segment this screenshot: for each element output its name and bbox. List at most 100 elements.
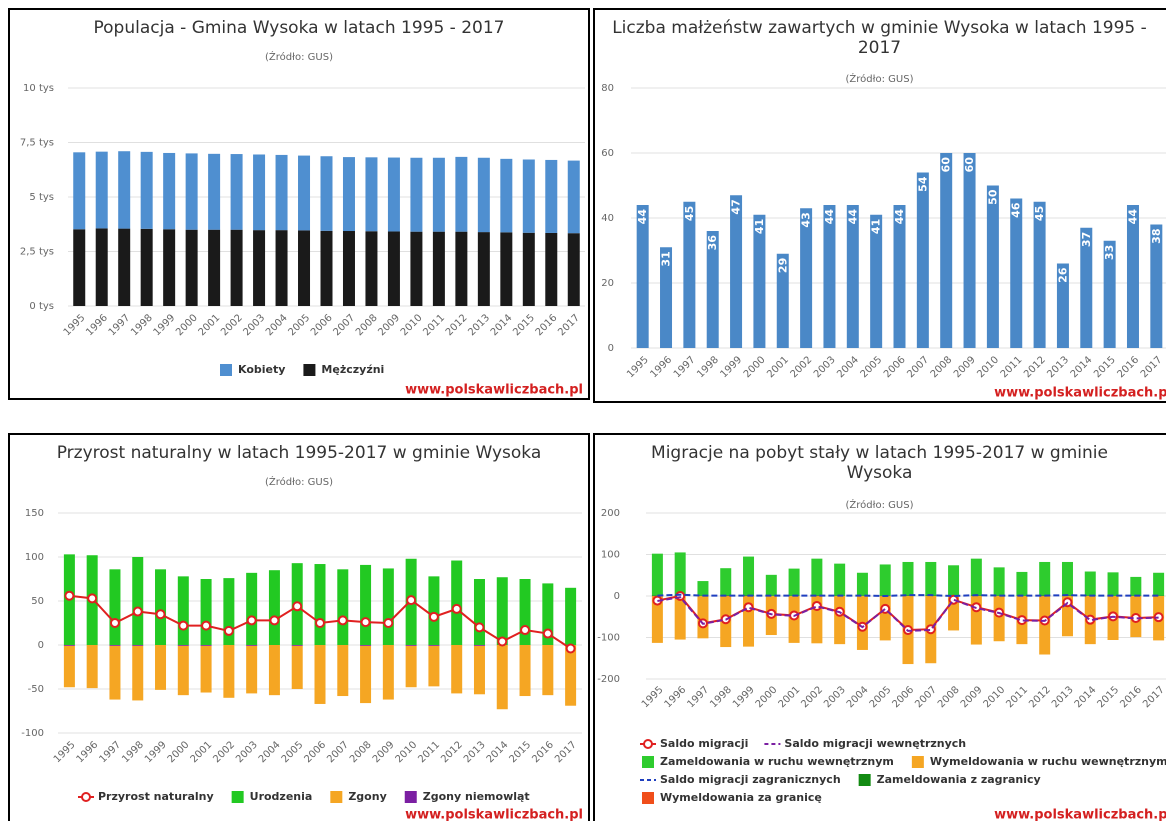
bar	[986, 185, 999, 348]
bar-segment	[63, 645, 75, 646]
data-label: 45	[683, 206, 696, 221]
x-tick-label: 2017	[1139, 354, 1165, 380]
bar-segment	[320, 156, 333, 231]
bar-segment	[253, 154, 266, 231]
bar-segment	[879, 564, 891, 596]
x-tick-label: 2011	[999, 354, 1025, 380]
legend-symbol	[643, 739, 653, 749]
bar-segment	[246, 645, 258, 646]
line-marker	[132, 606, 143, 617]
bar-segment	[118, 151, 131, 229]
bar	[730, 195, 743, 348]
x-tick-label: 2004	[257, 739, 283, 765]
x-tick-label: 2000	[742, 354, 768, 380]
x-tick-label: 1999	[152, 312, 178, 338]
x-tick-label: 2003	[234, 739, 260, 765]
x-tick-label: 1997	[685, 684, 711, 710]
bar-segment	[298, 230, 311, 306]
x-tick-label: 2002	[211, 739, 237, 765]
x-tick-label: 2006	[309, 312, 335, 338]
bar-segment	[970, 596, 982, 645]
bar-segment	[856, 572, 868, 596]
bar-segment	[788, 568, 800, 596]
x-tick-label: 2013	[1050, 684, 1076, 710]
legend-symbol	[330, 791, 343, 803]
bar-segment	[567, 160, 580, 234]
line-marker	[178, 620, 189, 631]
x-tick-label: 1996	[663, 684, 689, 710]
bar-segment	[291, 645, 303, 689]
x-tick-label: 2016	[534, 312, 560, 338]
panel	[593, 433, 1166, 821]
bar-segment	[565, 645, 577, 706]
data-label: 54	[916, 176, 929, 192]
x-tick-label: 2004	[845, 684, 871, 710]
x-tick-label: 2017	[1141, 684, 1166, 710]
bar-segment	[132, 557, 144, 645]
bar-segment	[743, 556, 755, 596]
x-tick-label: 1997	[107, 312, 133, 338]
y-tick-label: -50	[28, 684, 44, 695]
line-marker	[109, 618, 120, 628]
x-tick-label: 2005	[280, 739, 306, 765]
data-label: 44	[893, 209, 906, 225]
x-tick-label: 2006	[882, 354, 908, 380]
bar-segment	[155, 569, 167, 645]
line-marker	[406, 595, 417, 606]
bar-segment	[674, 596, 686, 640]
panel	[8, 433, 590, 821]
x-tick-label: 2008	[929, 354, 955, 380]
legend-symbol	[642, 756, 654, 768]
bar-segment	[275, 230, 288, 306]
bar-segment	[298, 155, 311, 231]
line-marker	[565, 643, 576, 654]
x-tick-label: 2014	[1069, 354, 1095, 380]
x-tick-label: 2008	[354, 312, 380, 338]
bar	[1056, 263, 1069, 348]
bar-segment	[500, 158, 513, 233]
data-label: 50	[986, 189, 999, 205]
x-tick-label: 2002	[799, 684, 825, 710]
x-tick-label: 1999	[143, 739, 169, 765]
x-tick-label: 2001	[765, 354, 791, 380]
x-tick-label: 2012	[439, 739, 465, 765]
x-tick-label: 2001	[777, 684, 803, 710]
bar-segment	[1107, 572, 1119, 596]
bar-segment	[477, 232, 490, 306]
data-label: 45	[1033, 206, 1046, 221]
line-marker	[497, 636, 508, 647]
chart-subtitle: (Źródło: GUS)	[845, 74, 914, 85]
x-tick-label: 2009	[952, 354, 978, 380]
bar	[800, 208, 813, 348]
line-marker	[246, 615, 257, 626]
bar-segment	[428, 645, 440, 687]
bar-segment	[428, 576, 440, 645]
line	[657, 593, 1159, 598]
x-tick-label: 1999	[731, 684, 757, 710]
bar-segment	[432, 231, 445, 306]
bar	[870, 214, 883, 348]
chart-subtitle: (Źródło: GUS)	[265, 477, 333, 488]
y-tick-label: 0 tys	[29, 301, 54, 312]
bar	[916, 172, 929, 348]
bar	[1033, 201, 1046, 348]
bar-segment	[95, 151, 108, 229]
bar-segment	[496, 577, 508, 645]
bar-segment	[948, 596, 960, 631]
x-tick-label: 1996	[648, 354, 674, 380]
legend-label: Saldo migracji wewnętrznych	[784, 737, 966, 750]
bar-segment	[200, 579, 212, 645]
bar-segment	[360, 645, 372, 646]
bar-segment	[223, 578, 235, 645]
legend-label: Kobiety	[238, 363, 285, 376]
y-tick-label: 50	[31, 596, 44, 607]
data-label: 43	[800, 212, 813, 227]
bar	[893, 205, 906, 348]
x-tick-label: 1998	[120, 739, 146, 765]
bar-segment	[177, 645, 189, 646]
bar-segment	[140, 228, 153, 306]
bar-segment	[177, 645, 189, 696]
x-tick-label: 2002	[219, 312, 245, 338]
y-tick-label: 40	[601, 213, 614, 224]
line-marker	[451, 603, 462, 614]
